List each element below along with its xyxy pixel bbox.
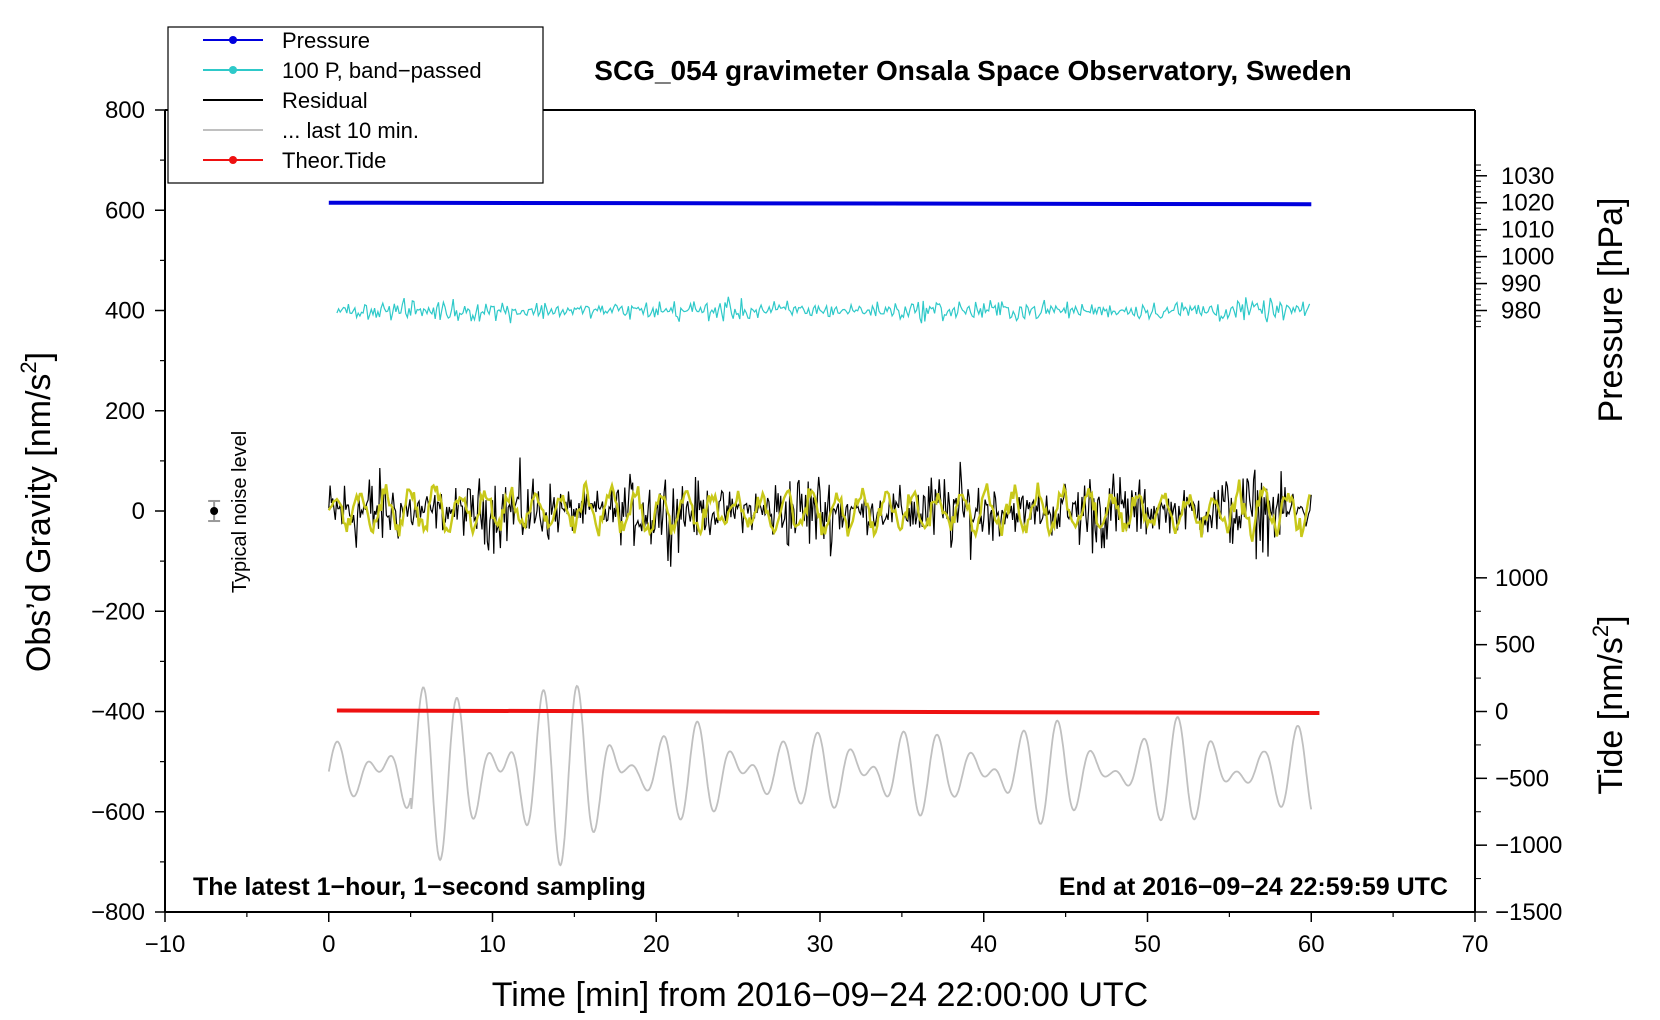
noise-bar-dot — [210, 507, 219, 515]
legend-label: Residual — [282, 88, 368, 113]
x-tick-label: −10 — [145, 931, 186, 958]
series-residual-smoothed — [327, 479, 1311, 542]
y-tick-label: 600 — [105, 197, 145, 224]
tide-axis-title-main: Tide [nm/s — [1592, 637, 1630, 794]
series-residual — [328, 457, 1312, 567]
y-axis-title-left-sup: 2 — [16, 361, 41, 373]
y-axis-title-left-end: ] — [20, 352, 58, 361]
y-axis-title-left-main: Obs’d Gravity [nm/s — [20, 374, 58, 673]
series-layer — [327, 200, 1320, 867]
legend-label: 100 P, band−passed — [282, 58, 482, 83]
y-tick-label: −600 — [91, 799, 145, 826]
legend-label: Pressure — [282, 28, 370, 53]
legend-label: ... last 10 min. — [282, 118, 419, 143]
noise-level-label: Typical noise level — [229, 431, 251, 593]
bottom-right-note: End at 2016−09−24 22:59:59 UTC — [1059, 873, 1448, 901]
y-tick-label: 400 — [105, 298, 145, 325]
pressure-tick-label: 1010 — [1501, 217, 1554, 244]
x-tick-label: 60 — [1298, 931, 1325, 958]
y-tick-label: 200 — [105, 398, 145, 425]
tide-tick-label: −1500 — [1495, 899, 1562, 926]
legend: Pressure 100 P, band−passed Residual ... la… — [167, 26, 544, 184]
x-tick-label: 70 — [1462, 931, 1489, 958]
y-tick-label: 0 — [132, 498, 145, 525]
y-axis-gravity: 800 600 400 200 0 −200 −400 −600 −800 — [91, 97, 165, 926]
bottom-left-note: The latest 1−hour, 1−second sampling — [193, 873, 646, 901]
y-tick-label: −200 — [91, 598, 145, 625]
y-tick-label: 800 — [105, 97, 145, 124]
x-tick-label: 0 — [322, 931, 335, 958]
series-last-10-min — [327, 684, 1313, 867]
x-axis-title: Time [min] from 2016−09−24 22:00:00 UTC — [492, 976, 1148, 1014]
y-tick-label: −400 — [91, 699, 145, 726]
tide-tick-label: −500 — [1495, 765, 1549, 792]
series-pressure — [328, 200, 1312, 207]
pressure-tick-label: 1020 — [1501, 190, 1554, 217]
series-theor-tide — [336, 708, 1320, 715]
tide-tick-label: 500 — [1495, 632, 1535, 659]
pressure-axis-title: Pressure [hPa] — [1592, 198, 1630, 423]
legend-marker — [229, 66, 237, 74]
tide-axis-title: Tide [nm/s2] — [1588, 615, 1630, 794]
pressure-tick-label: 1000 — [1501, 244, 1554, 271]
series-band-passed — [336, 296, 1311, 324]
legend-marker — [229, 36, 237, 44]
tide-axis-title-sup: 2 — [1588, 625, 1613, 637]
tide-tick-label: −1000 — [1495, 832, 1562, 859]
tide-tick-label: 0 — [1495, 699, 1508, 726]
x-tick-label: 10 — [479, 931, 506, 958]
tide-tick-label: 1000 — [1495, 565, 1548, 592]
legend-marker — [229, 156, 237, 164]
y-tick-label: −800 — [91, 899, 145, 926]
y-axis-tide: 1000 500 0 −500 −1000 −1500 — [1475, 565, 1562, 926]
x-tick-label: 50 — [1134, 931, 1161, 958]
chart-title: SCG_054 gravimeter Onsala Space Observat… — [594, 55, 1351, 86]
y-axis-title-left: Obs’d Gravity [nm/s2] — [16, 352, 58, 672]
legend-label: Theor.Tide — [282, 148, 386, 173]
noise-bar — [208, 499, 221, 523]
tide-axis-title-end: ] — [1592, 615, 1630, 624]
x-axis: −10 0 10 20 30 40 50 60 70 — [145, 912, 1489, 958]
pressure-tick-label: 990 — [1501, 271, 1541, 298]
pressure-tick-label: 980 — [1501, 298, 1541, 325]
x-tick-label: 30 — [807, 931, 834, 958]
x-tick-label: 20 — [643, 931, 670, 958]
pressure-tick-label: 1030 — [1501, 163, 1554, 190]
x-tick-label: 40 — [970, 931, 997, 958]
